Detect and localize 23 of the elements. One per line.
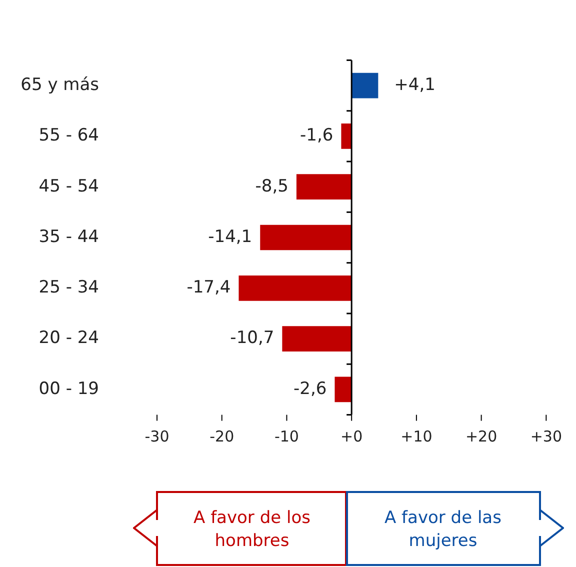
y-tick-label: 45 - 54 [38, 176, 99, 196]
text: A favor de los hombres [192, 507, 312, 553]
text: A favor de las mujeres [384, 507, 502, 553]
y-tick-label: 25 - 34 [38, 278, 99, 298]
y-tick-label: 20 - 24 [38, 328, 99, 348]
x-tick-label: -30 [144, 428, 170, 446]
y-tick-label: 65 y más [20, 74, 100, 95]
x-tick-label: -20 [210, 428, 234, 446]
data-label: -8,5 [255, 176, 288, 196]
data-label: +4,1 [394, 74, 436, 95]
x-tick-label: +10 [400, 428, 432, 446]
x-tick-label: +30 [530, 428, 562, 446]
data-label: -17,4 [186, 278, 231, 298]
data-label: -14,1 [208, 226, 252, 247]
y-tick-label: 00 - 19 [38, 378, 99, 399]
data-label: -10,7 [230, 328, 274, 348]
y-tick-label: 55 - 64 [38, 126, 99, 146]
x-tick-label: +0 [340, 428, 363, 446]
x-tick-label: +20 [465, 428, 498, 446]
y-tick-label: 35 - 44 [38, 226, 99, 247]
data-label: -1,6 [300, 126, 334, 146]
data-label: -2,6 [294, 378, 327, 399]
x-tick-label: -10 [274, 428, 299, 446]
